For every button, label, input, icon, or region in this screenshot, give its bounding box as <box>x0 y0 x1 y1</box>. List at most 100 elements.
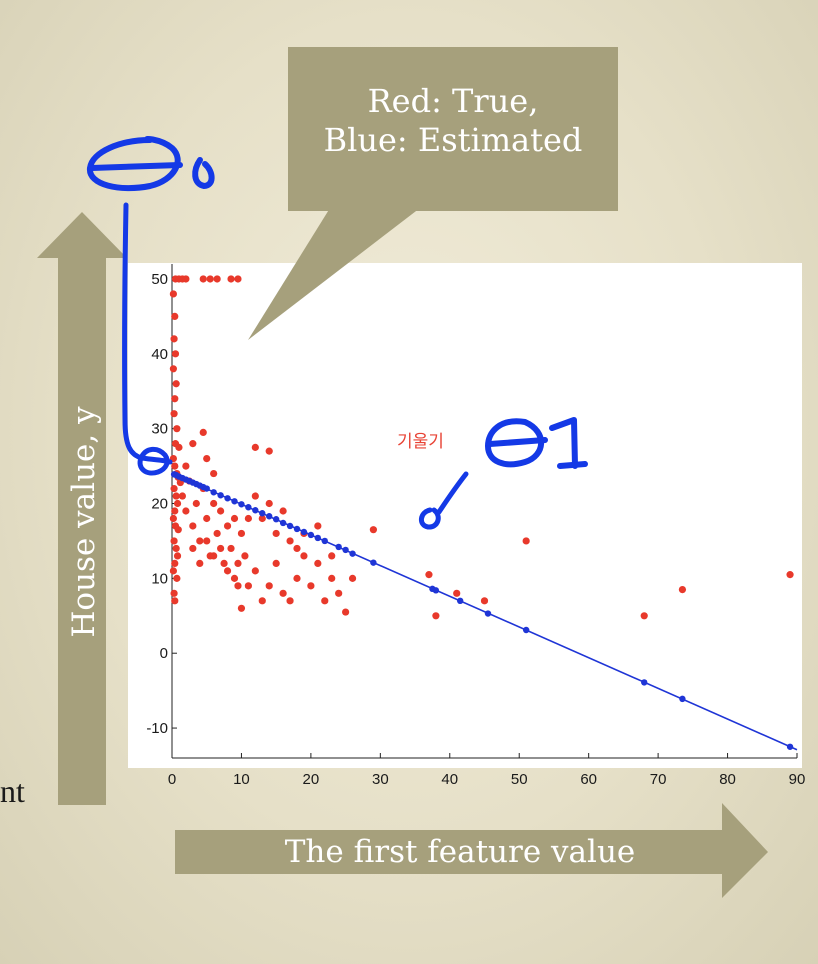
true-data-point <box>265 582 273 590</box>
x-tick-label: 20 <box>303 771 320 788</box>
true-data-point <box>178 492 187 500</box>
true-data-point <box>169 290 177 298</box>
true-data-point <box>217 544 225 553</box>
true-data-point <box>192 499 200 508</box>
true-data-point <box>172 492 180 500</box>
true-data-point <box>453 589 461 597</box>
true-data-point <box>175 443 183 451</box>
x-axis-arrow-label: The first feature value <box>284 834 636 870</box>
true-data-point <box>244 582 252 590</box>
estimated-point <box>210 489 217 496</box>
true-data-point <box>258 514 266 523</box>
estimated-point <box>314 534 322 542</box>
true-data-point <box>173 552 182 560</box>
true-data-point <box>265 499 273 508</box>
true-data-point <box>227 544 235 553</box>
estimated-point <box>279 519 287 527</box>
slope-pointer-ink <box>419 471 469 530</box>
true-data-point <box>432 612 440 620</box>
x-tick-label: 70 <box>650 771 667 788</box>
true-data-point <box>237 529 246 538</box>
true-data-point <box>786 571 794 579</box>
true-data-point <box>203 537 211 545</box>
true-data-point <box>328 574 336 582</box>
estimated-point <box>266 513 273 520</box>
true-data-point <box>217 507 225 515</box>
true-data-point <box>171 507 179 515</box>
estimated-point <box>203 485 210 492</box>
true-data-point <box>182 275 190 283</box>
true-data-point <box>227 275 235 283</box>
estimated-point <box>786 743 794 750</box>
callout-text: Red: True, Blue: Estimated <box>288 82 618 160</box>
estimated-point <box>300 528 308 536</box>
true-data-point <box>272 529 280 538</box>
x-tick-label: 50 <box>511 771 528 788</box>
true-data-point <box>314 559 322 567</box>
true-data-point <box>237 604 246 612</box>
plot-panel <box>128 263 802 768</box>
true-data-point <box>199 428 207 437</box>
true-data-point <box>189 544 197 553</box>
true-data-point <box>169 365 177 373</box>
true-data-point <box>241 552 249 560</box>
estimated-point <box>522 626 530 634</box>
estimated-point <box>484 610 492 617</box>
true-data-point <box>170 335 178 343</box>
true-data-point <box>640 612 648 620</box>
true-data-point <box>213 529 221 538</box>
y-tick-label: 50 <box>151 271 168 288</box>
estimated-point <box>432 587 440 594</box>
true-data-point <box>220 559 228 567</box>
true-data-point <box>169 567 177 575</box>
estimated-point <box>217 492 224 499</box>
true-data-point <box>251 567 259 575</box>
y-tick-label: 30 <box>151 421 168 438</box>
true-data-point <box>348 574 357 582</box>
true-data-point <box>279 589 287 597</box>
true-data-point <box>293 544 301 553</box>
estimated-point <box>456 597 464 605</box>
estimated-point <box>286 522 294 530</box>
true-data-point <box>171 350 180 358</box>
true-data-point <box>480 597 489 605</box>
true-data-point <box>182 462 190 470</box>
estimated-point <box>224 495 231 502</box>
estimated-point <box>342 546 349 554</box>
x-tick-label: 90 <box>789 771 806 788</box>
y-direction-arrow <box>37 212 127 805</box>
true-data-point <box>286 597 294 605</box>
true-data-point <box>170 537 178 545</box>
true-data-point <box>182 507 190 515</box>
true-data-point <box>223 567 232 575</box>
true-data-point <box>196 537 204 545</box>
cropped-left-text: nt <box>0 773 25 809</box>
true-data-point <box>300 552 308 560</box>
true-data-point <box>189 440 197 448</box>
true-data-point <box>265 447 273 455</box>
estimated-point <box>321 537 328 545</box>
true-data-point <box>678 585 687 594</box>
true-data-point <box>173 574 181 582</box>
x-tick-label: 30 <box>372 771 389 788</box>
x-direction-arrow <box>175 803 768 898</box>
true-data-point <box>522 537 530 545</box>
true-data-point <box>335 589 343 597</box>
x-tick-label: 60 <box>580 771 597 788</box>
y-tick-label: 10 <box>151 570 168 587</box>
callout-line-estimated: Blue: Estimated <box>323 121 583 160</box>
estimated-point <box>335 543 342 551</box>
true-data-point <box>206 275 214 283</box>
true-data-point <box>173 499 182 508</box>
intercept-pointer-ink <box>122 202 173 476</box>
x-tick-label: 10 <box>233 771 250 788</box>
true-data-point <box>170 484 178 493</box>
true-data-point <box>169 514 177 523</box>
true-data-point <box>234 582 242 590</box>
callout-line-true: Red: True, <box>367 82 539 120</box>
true-data-point <box>199 275 207 283</box>
true-data-point <box>279 507 287 515</box>
x-tick-label: 40 <box>441 771 458 788</box>
y-tick-label: -10 <box>146 720 168 737</box>
